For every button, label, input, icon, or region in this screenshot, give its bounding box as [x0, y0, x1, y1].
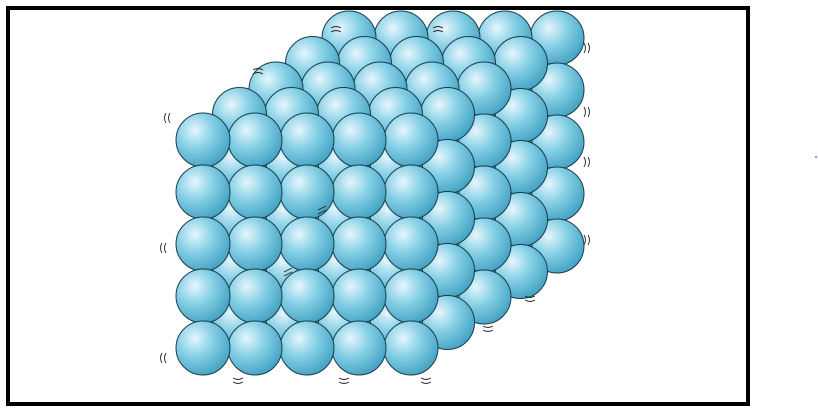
vibration-mark — [588, 157, 590, 167]
sphere — [384, 217, 438, 271]
sphere — [176, 269, 230, 323]
sphere — [332, 217, 386, 271]
sphere — [280, 217, 334, 271]
sphere — [176, 217, 230, 271]
sphere — [280, 269, 334, 323]
vibration-mark — [165, 353, 167, 363]
vibration-mark — [588, 107, 590, 117]
sphere — [228, 165, 282, 219]
sphere — [384, 165, 438, 219]
sphere — [280, 321, 334, 375]
vibration-mark — [584, 157, 586, 167]
vibration-mark — [165, 243, 167, 253]
vibration-mark — [584, 107, 586, 117]
vibration-mark — [339, 378, 349, 380]
sphere — [176, 113, 230, 167]
vibration-mark — [483, 326, 493, 328]
sphere — [228, 269, 282, 323]
sphere — [228, 217, 282, 271]
sphere — [332, 269, 386, 323]
sphere — [280, 165, 334, 219]
vibration-mark — [588, 43, 590, 53]
vibration-mark — [421, 382, 431, 384]
vibration-mark — [483, 330, 493, 332]
sphere — [384, 321, 438, 375]
sphere — [228, 113, 282, 167]
sphere-lattice — [176, 11, 584, 375]
vibration-mark — [588, 235, 590, 245]
vibration-mark — [161, 243, 163, 253]
vibration-mark — [169, 113, 171, 123]
vibration-mark — [165, 113, 167, 123]
stray-dot — [815, 156, 817, 158]
sphere — [384, 113, 438, 167]
sphere — [228, 321, 282, 375]
sphere — [384, 269, 438, 323]
sphere — [176, 321, 230, 375]
sphere — [332, 321, 386, 375]
vibration-mark — [421, 378, 431, 380]
vibration-mark — [584, 43, 586, 53]
vibration-mark — [339, 382, 349, 384]
vibration-mark — [525, 300, 535, 302]
vibration-mark — [233, 382, 243, 384]
sphere — [332, 113, 386, 167]
vibration-mark — [233, 378, 243, 380]
sphere — [280, 113, 334, 167]
sphere — [176, 165, 230, 219]
vibration-mark — [161, 353, 163, 363]
sphere — [332, 165, 386, 219]
